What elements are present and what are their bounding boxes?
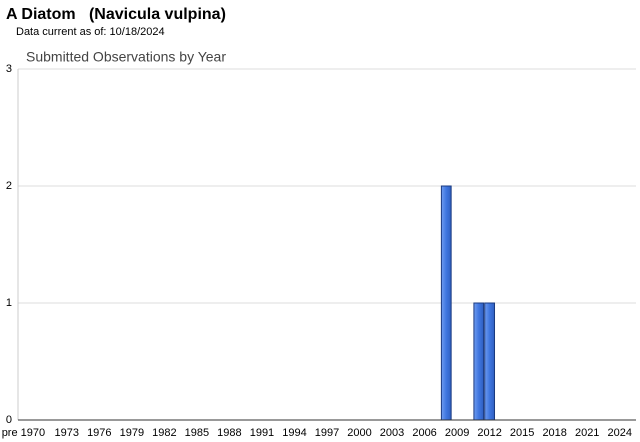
page-title: A Diatom (Navicula vulpina): [6, 6, 226, 23]
bar: [484, 302, 496, 421]
x-tick-label: 2024: [607, 427, 631, 439]
x-tick-label: 1982: [152, 427, 176, 439]
x-tick-label: 1976: [87, 427, 111, 439]
x-tick-label: 1979: [120, 427, 144, 439]
x-tick-label: 2000: [347, 427, 371, 439]
bar: [440, 185, 452, 421]
x-tick-label: 2012: [477, 427, 501, 439]
x-tick-label: 2003: [380, 427, 404, 439]
chart-title: Submitted Observations by Year: [26, 49, 226, 65]
x-tick-label: 2018: [542, 427, 566, 439]
x-tick-label: 1985: [185, 427, 209, 439]
bar: [473, 302, 485, 421]
y-tick-label: 0: [6, 414, 12, 426]
x-tick-label: 2015: [510, 427, 534, 439]
x-tick-label: pre 1970: [2, 427, 45, 439]
x-tick-label: 2006: [412, 427, 436, 439]
x-tick-label: 2009: [445, 427, 469, 439]
x-tick-label: 1994: [282, 427, 306, 439]
y-tick-label: 1: [6, 297, 12, 309]
x-tick-label: 1997: [315, 427, 339, 439]
x-tick-label: 1973: [55, 427, 79, 439]
y-tick-label: 3: [6, 63, 12, 75]
y-tick-label: 2: [6, 180, 12, 192]
x-tick-label: 2021: [575, 427, 599, 439]
x-tick-label: 1991: [250, 427, 274, 439]
subtitle: Data current as of: 10/18/2024: [16, 26, 165, 38]
x-tick-label: 1988: [217, 427, 241, 439]
